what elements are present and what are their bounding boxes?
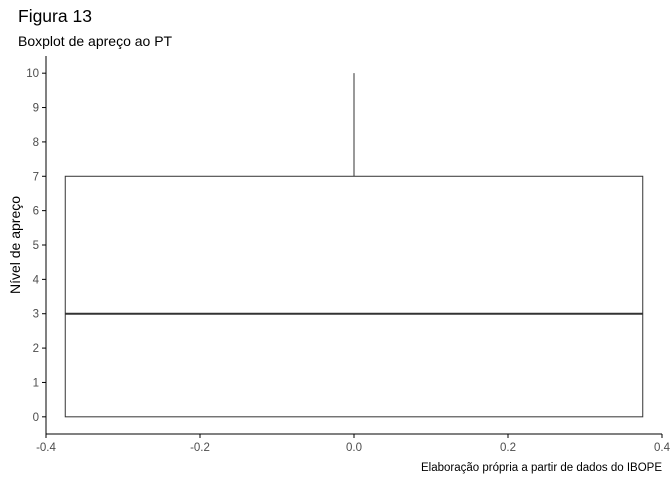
box-iqr — [64, 175, 644, 418]
y-tick-label: 1 — [33, 377, 39, 389]
x-tick-label: -0.2 — [190, 442, 210, 454]
y-tick-label: 5 — [33, 240, 39, 252]
y-tick-label: 10 — [26, 68, 39, 80]
y-tick-label: 0 — [33, 412, 39, 424]
x-tick-label: -0.4 — [36, 442, 56, 454]
axes: 0 1 2 3 4 5 6 7 8 9 10 -0.4 -0.2 0.0 0.2 0.4 — [26, 56, 671, 454]
y-axis-label: Nível de apreço — [7, 196, 23, 294]
plot-area — [64, 73, 644, 418]
y-tick-label: 2 — [33, 343, 39, 355]
chart-subtitle: Boxplot de apreço ao PT — [18, 33, 173, 49]
y-tick-label: 7 — [33, 171, 39, 183]
chart-title: Figura 13 — [18, 6, 92, 26]
y-tick-label: 8 — [33, 137, 39, 149]
x-tick-label: 0.4 — [654, 442, 671, 454]
y-tick-label: 9 — [33, 103, 39, 115]
x-tick-label: 0.0 — [346, 442, 362, 454]
x-tick-label: 0.2 — [500, 442, 516, 454]
chart-caption: Elaboração própria a partir de dados do … — [421, 462, 662, 474]
y-tick-label: 6 — [33, 206, 39, 218]
y-tick-label: 3 — [33, 309, 39, 321]
y-tick-label: 4 — [33, 274, 40, 286]
